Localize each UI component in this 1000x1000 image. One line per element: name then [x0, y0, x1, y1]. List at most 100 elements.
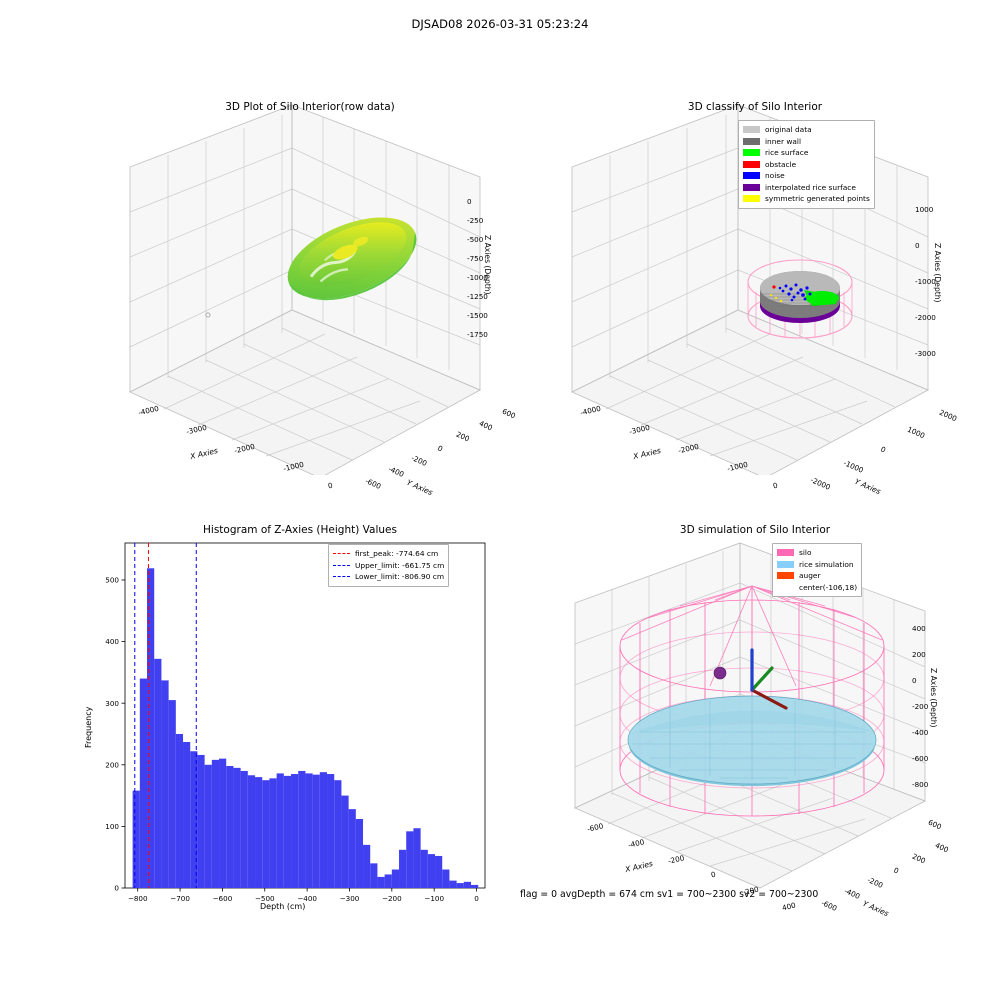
histogram-ytick-label: 0	[114, 884, 119, 893]
simulation3d-ztick: -200	[912, 702, 929, 711]
histogram-xtick-label: −500	[255, 894, 275, 903]
classify3d-ztick: -3000	[915, 349, 936, 358]
histogram-bar	[399, 849, 407, 888]
simulation3d-ztick: -600	[912, 754, 929, 763]
histogram-title: Histogram of Z-Axies (Height) Values	[203, 524, 397, 536]
legend-label: noise	[765, 171, 785, 180]
histogram-bar	[435, 855, 443, 888]
legend-item: symmetric generated points	[743, 193, 870, 205]
simulation3d-xtick: 400	[781, 900, 797, 913]
histogram-bar	[348, 809, 356, 888]
histogram-bar	[139, 678, 148, 888]
histogram-bar	[132, 790, 140, 888]
histogram-bar	[449, 880, 457, 888]
legend-line-lower-limit	[333, 576, 350, 578]
legend-line-upper-limit	[333, 564, 350, 566]
legend-label: first_peak: -774.64 cm	[355, 549, 439, 558]
histogram-bar	[327, 774, 335, 888]
raw3d-ytick: 600	[500, 406, 517, 421]
histogram-bar	[334, 780, 342, 888]
legend-label: original data	[765, 125, 812, 134]
legend-label: rice surface	[765, 148, 809, 157]
simulation3d-canvas	[574, 542, 926, 889]
histogram-bar	[341, 795, 349, 888]
panel-raw-3d-plot: 3D Plot of Silo Interior(row data)	[120, 95, 517, 497]
histogram-bar	[211, 759, 220, 888]
histogram-legend: first_peak: -774.64 cm Upper_limit: -661…	[328, 544, 450, 587]
legend-item: silo	[777, 547, 857, 559]
classify3d-ylabel: Y Axies	[853, 476, 883, 497]
raw3d-ztick: -1250	[467, 292, 488, 301]
legend-item: center(-106,18)	[777, 582, 857, 594]
histogram-bar	[319, 772, 328, 888]
histogram-bar	[312, 774, 320, 888]
classify3d-zlabel: Z Axies (Depth)	[933, 243, 942, 303]
classify3d-ztick: 0	[915, 241, 920, 250]
legend-swatch-symmetric-generated-points	[743, 195, 760, 203]
simulation3d-ztick: -800	[912, 780, 929, 789]
histogram-bar	[463, 881, 472, 888]
histogram-bar	[190, 751, 198, 888]
simulation3d-ztick: 200	[912, 650, 926, 659]
classify3d-title: 3D classify of Silo Interior	[687, 101, 823, 113]
histogram-xtick-label: −800	[128, 894, 148, 903]
histogram-bar	[183, 741, 191, 888]
legend-line-first-peak	[333, 553, 350, 555]
raw3d-ztick: -500	[467, 235, 484, 244]
legend-swatch-noise	[743, 172, 760, 180]
simulation3d-ztick: -400	[912, 728, 929, 737]
histogram-bar	[147, 568, 155, 888]
histogram-bar	[154, 658, 162, 888]
simulation3d-legend: silo rice simulation auger center(-106,1…	[772, 543, 863, 597]
raw3d-title: 3D Plot of Silo Interior(row data)	[225, 101, 395, 113]
center-marker	[713, 666, 727, 680]
raw3d-ytick: -600	[363, 476, 383, 491]
classify3d-xtick: 0	[772, 480, 779, 491]
histogram-bar	[298, 770, 306, 888]
legend-item: original data	[743, 124, 870, 136]
classify3d-legend: original data inner wall rice surface ob…	[738, 120, 875, 209]
histogram-bar	[197, 754, 205, 888]
histogram-bar	[161, 680, 169, 888]
panel-simulation-3d-plot: 3D simulation of Silo Interior	[560, 518, 950, 918]
histogram-xtick-label: −100	[424, 894, 444, 903]
legend-swatch-interpolated-rice-surface	[743, 183, 760, 191]
histogram-xtick-label: −700	[170, 894, 190, 903]
raw3d-canvas	[129, 104, 481, 475]
raw3d-ztick: -1500	[467, 311, 488, 320]
histogram-bar	[377, 876, 385, 888]
legend-item: interpolated rice surface	[743, 182, 870, 194]
histogram-bar	[391, 869, 400, 888]
panel-histogram: Histogram of Z-Axies (Height) Values −80…	[80, 518, 500, 918]
legend-item: rice surface	[743, 147, 870, 159]
histogram-bar	[370, 863, 378, 888]
legend-swatch-rice-surface	[743, 149, 760, 157]
histogram-bar	[247, 775, 256, 888]
histogram-bar	[427, 854, 436, 888]
legend-label: silo	[799, 548, 812, 557]
raw3d-ztick: -250	[467, 216, 484, 225]
histogram-xtick-label: −600	[213, 894, 233, 903]
legend-item: rice simulation	[777, 559, 857, 571]
simulation3d-ytick: -600	[819, 898, 839, 913]
legend-label: center(-106,18)	[799, 582, 858, 592]
histogram-bar	[175, 733, 184, 888]
raw3d-ylabel: Y Axies	[405, 477, 435, 498]
histogram-bar	[226, 766, 234, 888]
histogram-bar	[168, 700, 176, 888]
histogram-bar	[363, 844, 371, 888]
panel-classify-3d-plot: 3D classify of Silo Interior	[560, 95, 958, 496]
histogram-bar	[291, 774, 299, 888]
histogram-bar	[456, 883, 464, 888]
legend-label: Upper_limit: -661.75 cm	[355, 560, 445, 570]
histogram-xtick-label: −200	[382, 894, 402, 903]
classify3d-ztick: -1000	[915, 277, 936, 286]
legend-swatch-obstacle	[743, 160, 760, 168]
histogram-bar	[406, 831, 414, 888]
raw3d-xtick: 0	[327, 480, 334, 491]
histogram-canvas: −800 −700 −600 −500 −400 −300 −200 −100 0 0 100 20…	[105, 542, 486, 903]
legend-label: symmetric generated points	[765, 194, 870, 203]
histogram-bar	[240, 770, 248, 888]
classify3d-ytick: -2000	[809, 475, 832, 492]
